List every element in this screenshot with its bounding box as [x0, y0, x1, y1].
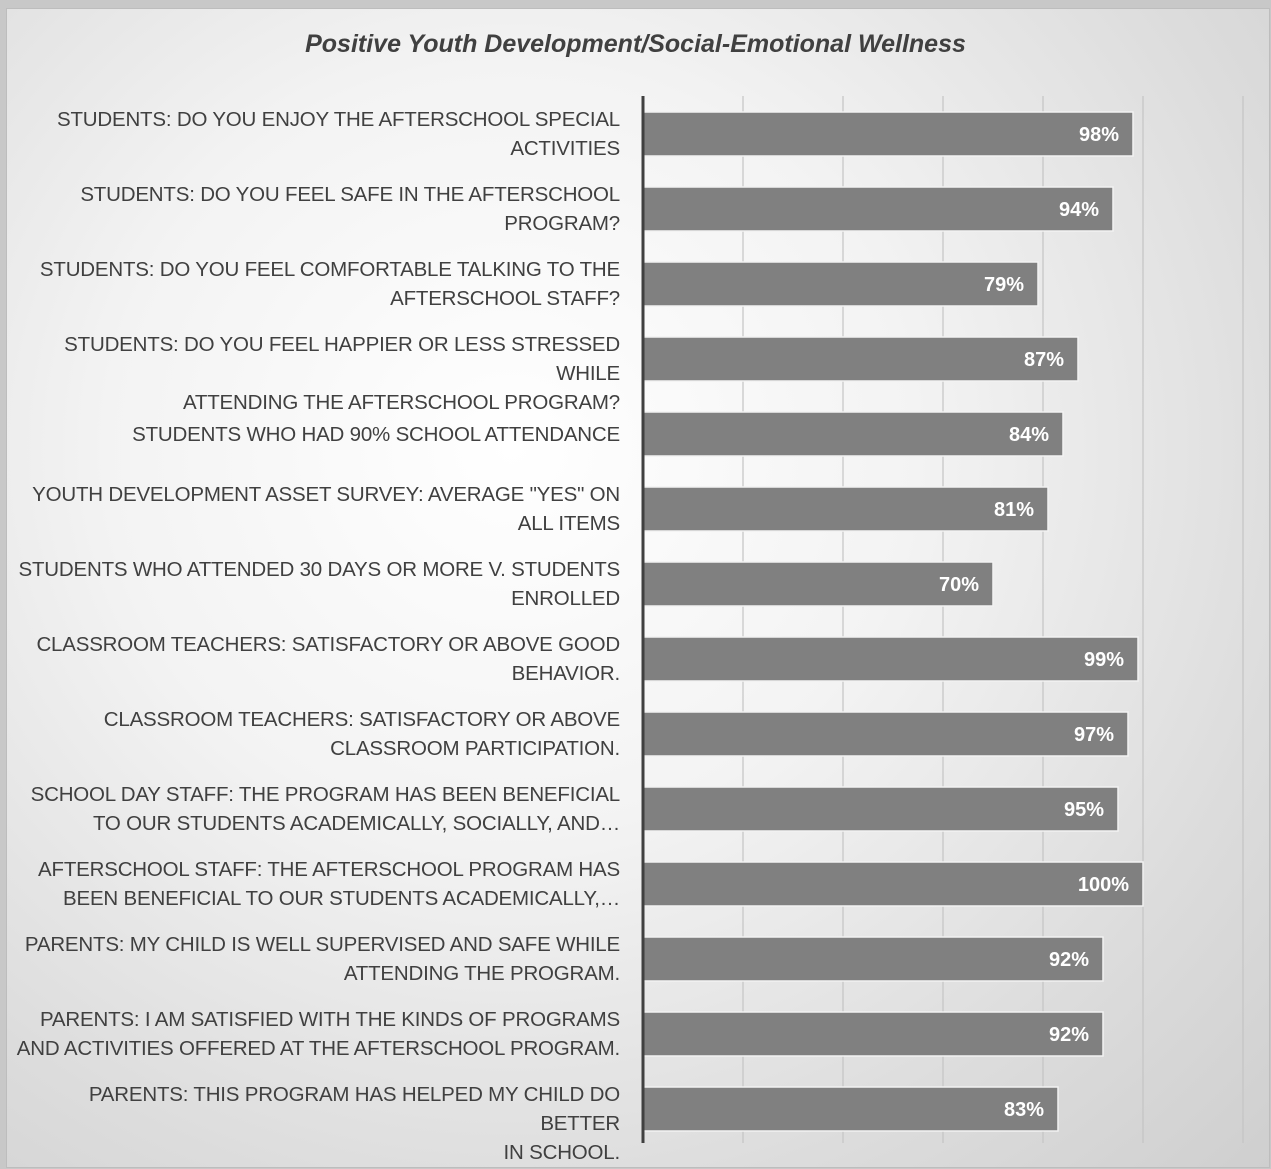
category-label: PARENTS: MY CHILD IS WELL SUPERVISED AND… — [14, 930, 620, 988]
category-label-line: IN SCHOOL. — [503, 1141, 621, 1164]
category-label: STUDENTS: DO YOU FEEL HAPPIER OR LESS ST… — [14, 330, 620, 417]
category-label-line: PARENTS: I AM SATISFIED WITH THE KINDS O… — [39, 1008, 620, 1031]
bar — [642, 861, 1144, 907]
category-label: STUDENTS WHO HAD 90% SCHOOL ATTENDANCE — [14, 420, 620, 449]
bar — [642, 336, 1079, 382]
bar-value-label: 94% — [1059, 199, 1099, 221]
category-label: STUDENTS: DO YOU FEEL SAFE IN THE AFTERS… — [14, 180, 620, 238]
bar — [642, 786, 1119, 832]
category-label-line: STUDENTS: DO YOU ENJOY THE AFTERSCHOOL S… — [56, 108, 620, 131]
category-label-line: PARENTS: THIS PROGRAM HAS HELPED MY CHIL… — [88, 1083, 620, 1135]
bar — [642, 1086, 1059, 1132]
bar — [642, 936, 1104, 982]
bar — [642, 636, 1139, 682]
category-label-line: CLASSROOM TEACHERS: SATISFACTORY OR ABOV… — [103, 708, 620, 731]
bar-value-label: 95% — [1064, 799, 1104, 821]
category-label-line: ATTENDING THE PROGRAM. — [343, 962, 620, 985]
bar — [642, 111, 1134, 157]
category-label-line: SCHOOL DAY STAFF: THE PROGRAM HAS BEEN B… — [30, 783, 621, 806]
category-label-line: ALL ITEMS — [517, 512, 620, 535]
category-label-line: BEHAVIOR. — [511, 662, 621, 685]
category-label-line: BEEN BENEFICIAL TO OUR STUDENTS ACADEMIC… — [63, 887, 620, 910]
category-label-line: TO OUR STUDENTS ACADEMICALLY, SOCIALLY, … — [92, 812, 620, 835]
category-label-line: YOUTH DEVELOPMENT ASSET SURVEY: AVERAGE … — [32, 483, 620, 506]
category-label-line: CLASSROOM TEACHERS: SATISFACTORY OR ABOV… — [36, 633, 620, 656]
bar — [642, 711, 1129, 757]
category-label: PARENTS: I AM SATISFIED WITH THE KINDS O… — [14, 1005, 620, 1063]
category-label-line: STUDENTS: DO YOU FEEL SAFE IN THE AFTERS… — [80, 183, 620, 206]
category-label-line: STUDENTS: DO YOU FEEL COMFORTABLE TALKIN… — [39, 258, 620, 281]
category-label-line: STUDENTS: DO YOU FEEL HAPPIER OR LESS ST… — [64, 333, 620, 385]
category-label: STUDENTS: DO YOU ENJOY THE AFTERSCHOOL S… — [14, 105, 620, 163]
bar — [642, 186, 1114, 232]
category-label: CLASSROOM TEACHERS: SATISFACTORY OR ABOV… — [14, 630, 620, 688]
category-label: STUDENTS: DO YOU FEEL COMFORTABLE TALKIN… — [14, 255, 620, 313]
category-label-line: ENROLLED — [511, 587, 620, 610]
category-label: STUDENTS WHO ATTENDED 30 DAYS OR MORE V.… — [14, 555, 621, 613]
bar-value-label: 100% — [1078, 874, 1129, 896]
bar-value-label: 79% — [984, 274, 1024, 296]
bar — [642, 411, 1064, 457]
bar — [642, 486, 1049, 532]
category-label: AFTERSCHOOL STAFF: THE AFTERSCHOOL PROGR… — [14, 855, 620, 913]
bar-value-label: 87% — [1024, 349, 1064, 371]
bar-value-label: 99% — [1084, 649, 1124, 671]
category-label-line: STUDENTS WHO ATTENDED 30 DAYS OR MORE V.… — [18, 558, 621, 581]
bar-value-label: 98% — [1079, 124, 1119, 146]
category-label-line: ACTIVITIES — [510, 137, 620, 160]
category-label-line: CLASSROOM PARTICIPATION. — [330, 737, 620, 760]
category-label-line: PROGRAM? — [504, 212, 620, 235]
chart-title: Positive Youth Development/Social-Emotio… — [305, 30, 966, 58]
bar-value-label: 92% — [1049, 949, 1089, 971]
category-label-line: ATTENDING THE AFTERSCHOOL PROGRAM? — [182, 391, 620, 414]
bar — [642, 261, 1039, 307]
category-label-line: AFTERSCHOOL STAFF: THE AFTERSCHOOL PROGR… — [38, 858, 620, 881]
bar-value-label: 70% — [939, 574, 979, 596]
category-label-line: AND ACTIVITIES OFFERED AT THE AFTERSCHOO… — [16, 1037, 620, 1060]
category-label: SCHOOL DAY STAFF: THE PROGRAM HAS BEEN B… — [14, 780, 621, 838]
bar — [642, 561, 994, 607]
bar-value-label: 83% — [1004, 1099, 1044, 1121]
category-label: CLASSROOM TEACHERS: SATISFACTORY OR ABOV… — [14, 705, 620, 763]
bar-value-label: 97% — [1074, 724, 1114, 746]
category-label: YOUTH DEVELOPMENT ASSET SURVEY: AVERAGE … — [14, 480, 620, 538]
bar-value-label: 81% — [994, 499, 1034, 521]
category-label-line: AFTERSCHOOL STAFF? — [390, 287, 620, 310]
category-label: PARENTS: THIS PROGRAM HAS HELPED MY CHIL… — [14, 1080, 620, 1167]
category-label-line: STUDENTS WHO HAD 90% SCHOOL ATTENDANCE — [132, 422, 620, 446]
bar — [642, 1011, 1104, 1057]
category-label-line: PARENTS: MY CHILD IS WELL SUPERVISED AND… — [24, 933, 620, 956]
bar-value-label: 92% — [1049, 1024, 1089, 1046]
bar-value-label: 84% — [1009, 424, 1049, 446]
